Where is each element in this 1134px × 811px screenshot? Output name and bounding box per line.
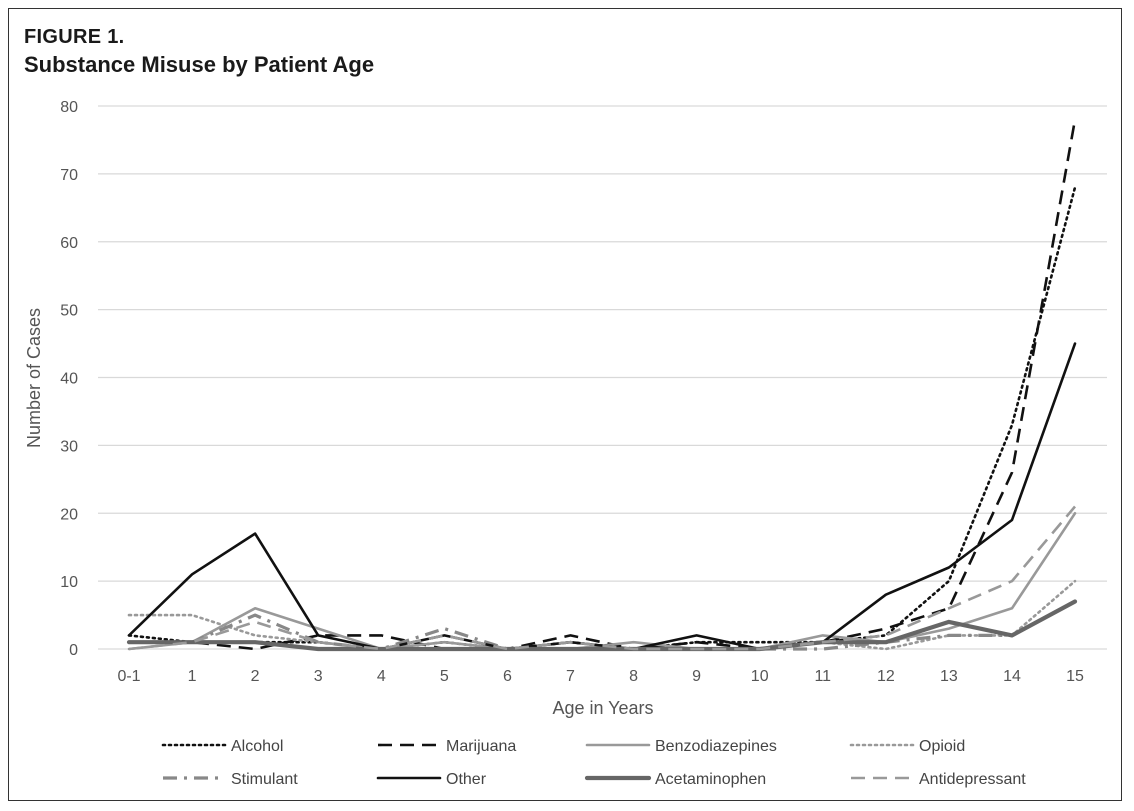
figure-frame	[8, 8, 1122, 801]
x-tick-labels: 0-1 1 2 3 4 5 6 7 8 9 10 11 12 13 14 15	[117, 668, 1084, 685]
series-line-marijuana	[129, 119, 1077, 651]
y-tick-label: 10	[60, 574, 78, 591]
series-line-stimulant	[129, 600, 1076, 651]
y-axis-title: Number of Cases	[24, 308, 44, 448]
y-tick-label: 0	[69, 642, 78, 659]
x-tick-label: 2	[251, 668, 260, 685]
y-tick-label: 30	[60, 438, 78, 455]
x-tick-label: 8	[629, 668, 638, 685]
legend-label: Benzodiazepines	[655, 738, 777, 755]
legend: Alcohol Marijuana Benzodiazepines Opioid Sti…	[161, 738, 1026, 788]
x-tick-label: 4	[377, 668, 386, 685]
x-tick-label: 13	[940, 668, 958, 685]
y-tick-labels: 0 10 20 30 40 50 60 70 80	[60, 99, 78, 659]
legend-label: Acetaminophen	[655, 771, 766, 788]
x-tick-label: 12	[877, 668, 895, 685]
gridlines	[98, 105, 1107, 650]
x-tick-label: 0-1	[117, 668, 140, 685]
x-tick-label: 9	[692, 668, 701, 685]
x-tick-label: 6	[503, 668, 512, 685]
y-tick-label: 40	[60, 371, 78, 388]
legend-label: Antidepressant	[919, 771, 1026, 788]
y-tick-label: 50	[60, 303, 78, 320]
series-line-acetaminophen	[126, 599, 1078, 652]
series-line-other	[127, 342, 1077, 651]
x-tick-label: 7	[566, 668, 575, 685]
x-tick-label: 15	[1066, 668, 1084, 685]
y-tick-label: 60	[60, 235, 78, 252]
figure-label: FIGURE 1.	[24, 26, 125, 48]
series-lines	[126, 119, 1078, 652]
x-tick-label: 3	[314, 668, 323, 685]
y-tick-label: 80	[60, 99, 78, 116]
legend-label: Alcohol	[231, 738, 283, 755]
x-tick-label: 14	[1003, 668, 1021, 685]
x-tick-label: 5	[440, 668, 449, 685]
figure-title: Substance Misuse by Patient Age	[24, 52, 375, 77]
x-tick-label: 10	[751, 668, 769, 685]
series-line-antidepressant	[128, 505, 1076, 651]
legend-label: Opioid	[919, 738, 965, 755]
y-tick-label: 20	[60, 506, 78, 523]
x-tick-label: 1	[188, 668, 197, 685]
legend-label: Other	[446, 771, 487, 788]
legend-label: Marijuana	[446, 738, 516, 755]
series-line-alcohol	[127, 186, 1077, 651]
legend-label: Stimulant	[231, 771, 298, 788]
x-tick-label: 11	[814, 668, 831, 685]
y-tick-label: 70	[60, 167, 78, 184]
x-axis-title: Age in Years	[552, 698, 653, 718]
